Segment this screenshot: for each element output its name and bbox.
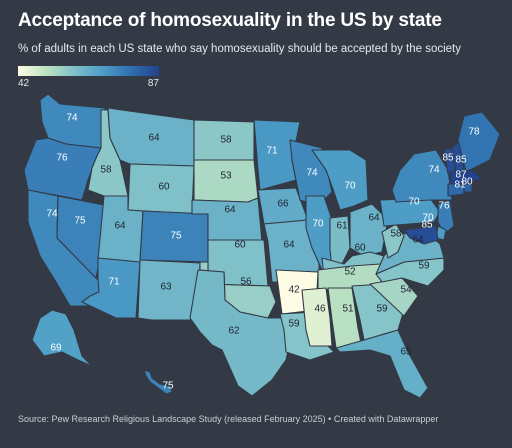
state-value-label-az: 71 (108, 277, 120, 288)
state-value-label-ia: 66 (277, 199, 289, 210)
states-layer (23, 93, 501, 399)
state-value-label-ak: 69 (50, 343, 62, 354)
state-value-label-fl: 65 (400, 347, 412, 358)
state-value-label-va: 64 (412, 235, 424, 246)
state-ct (447, 183, 465, 197)
state-value-label-co: 75 (170, 231, 182, 242)
state-value-label-ny: 74 (428, 165, 440, 176)
state-nm (137, 259, 201, 321)
color-legend: 42 87 (18, 66, 159, 89)
state-value-label-nv: 75 (74, 216, 86, 227)
state-value-label-ut: 64 (114, 221, 126, 232)
state-value-label-tn: 52 (344, 267, 356, 278)
state-ms (301, 287, 333, 347)
state-tx (189, 269, 291, 397)
state-value-label-mt: 64 (148, 133, 160, 144)
state-value-label-al: 51 (342, 304, 354, 315)
state-value-label-mo: 64 (283, 240, 295, 251)
state-value-label-sd: 53 (220, 171, 232, 182)
state-value-label-ne: 64 (224, 205, 236, 216)
state-fl (335, 329, 429, 399)
state-oh (349, 203, 389, 257)
state-value-label-il: 70 (312, 219, 324, 230)
state-value-label-ca: 74 (46, 209, 58, 220)
state-value-label-nc: 59 (418, 261, 430, 272)
state-hi (143, 369, 173, 395)
state-nv (56, 195, 105, 279)
state-ak (31, 309, 93, 367)
state-value-label-ma: 87 (455, 170, 467, 181)
state-value-label-or: 76 (56, 153, 68, 164)
state-value-label-tx: 62 (228, 326, 240, 337)
state-value-label-mi: 70 (344, 181, 356, 192)
chart-subtitle: % of adults in each US state who say hom… (18, 43, 462, 55)
state-value-label-nh: 85 (455, 155, 467, 166)
source-note: Source: Pew Research Religious Landscape… (18, 414, 439, 424)
state-ma (449, 169, 483, 185)
legend-min-label: 42 (18, 78, 30, 89)
state-value-label-wv: 58 (390, 229, 402, 240)
state-value-label-in: 61 (336, 221, 348, 232)
state-value-label-pa: 70 (408, 197, 420, 208)
legend-gradient-bar (18, 66, 159, 76)
state-value-label-ga: 59 (376, 304, 388, 315)
state-value-label-ky: 60 (354, 243, 366, 254)
state-md (403, 225, 439, 245)
state-value-label-wy: 60 (158, 182, 170, 193)
state-value-label-mn: 71 (266, 146, 278, 157)
state-value-label-ms: 46 (314, 304, 326, 315)
state-value-label-de: 70 (422, 213, 434, 224)
state-value-label-sc: 54 (400, 285, 412, 296)
state-value-label-ar: 42 (288, 285, 300, 296)
state-value-label-wa: 74 (66, 113, 78, 124)
state-value-label-hi: 75 (162, 381, 174, 392)
state-az (81, 257, 141, 319)
state-value-label-nj: 76 (438, 201, 450, 212)
state-value-label-wi: 74 (306, 168, 318, 179)
state-value-label-vt: 85 (442, 153, 454, 164)
legend-max-label: 87 (147, 78, 159, 89)
state-value-label-ct: 80 (461, 177, 473, 188)
state-nj (437, 199, 455, 235)
state-value-label-id: 58 (100, 165, 112, 176)
labels-layer: 74 76 74 75 58 64 60 64 71 75 63 58 53 64 60 56 62 71 66 64… (46, 113, 480, 392)
state-value-label-ri: 81 (454, 180, 466, 191)
state-value-label-oh: 64 (368, 213, 380, 224)
state-value-label-nm: 63 (160, 282, 172, 293)
state-value-label-ks: 60 (234, 240, 246, 251)
us-state-map: 74 76 74 75 58 64 60 64 71 75 63 58 53 64 60 56 62 71 66 64… (23, 93, 501, 399)
state-value-label-me: 78 (468, 127, 480, 138)
state-mi (311, 149, 369, 211)
state-value-label-nd: 58 (220, 135, 232, 146)
state-value-label-md: 85 (421, 220, 433, 231)
chart-title: Acceptance of homosexuality in the US by… (18, 10, 442, 31)
state-value-label-la: 59 (288, 319, 300, 330)
state-value-label-ok: 56 (240, 277, 252, 288)
